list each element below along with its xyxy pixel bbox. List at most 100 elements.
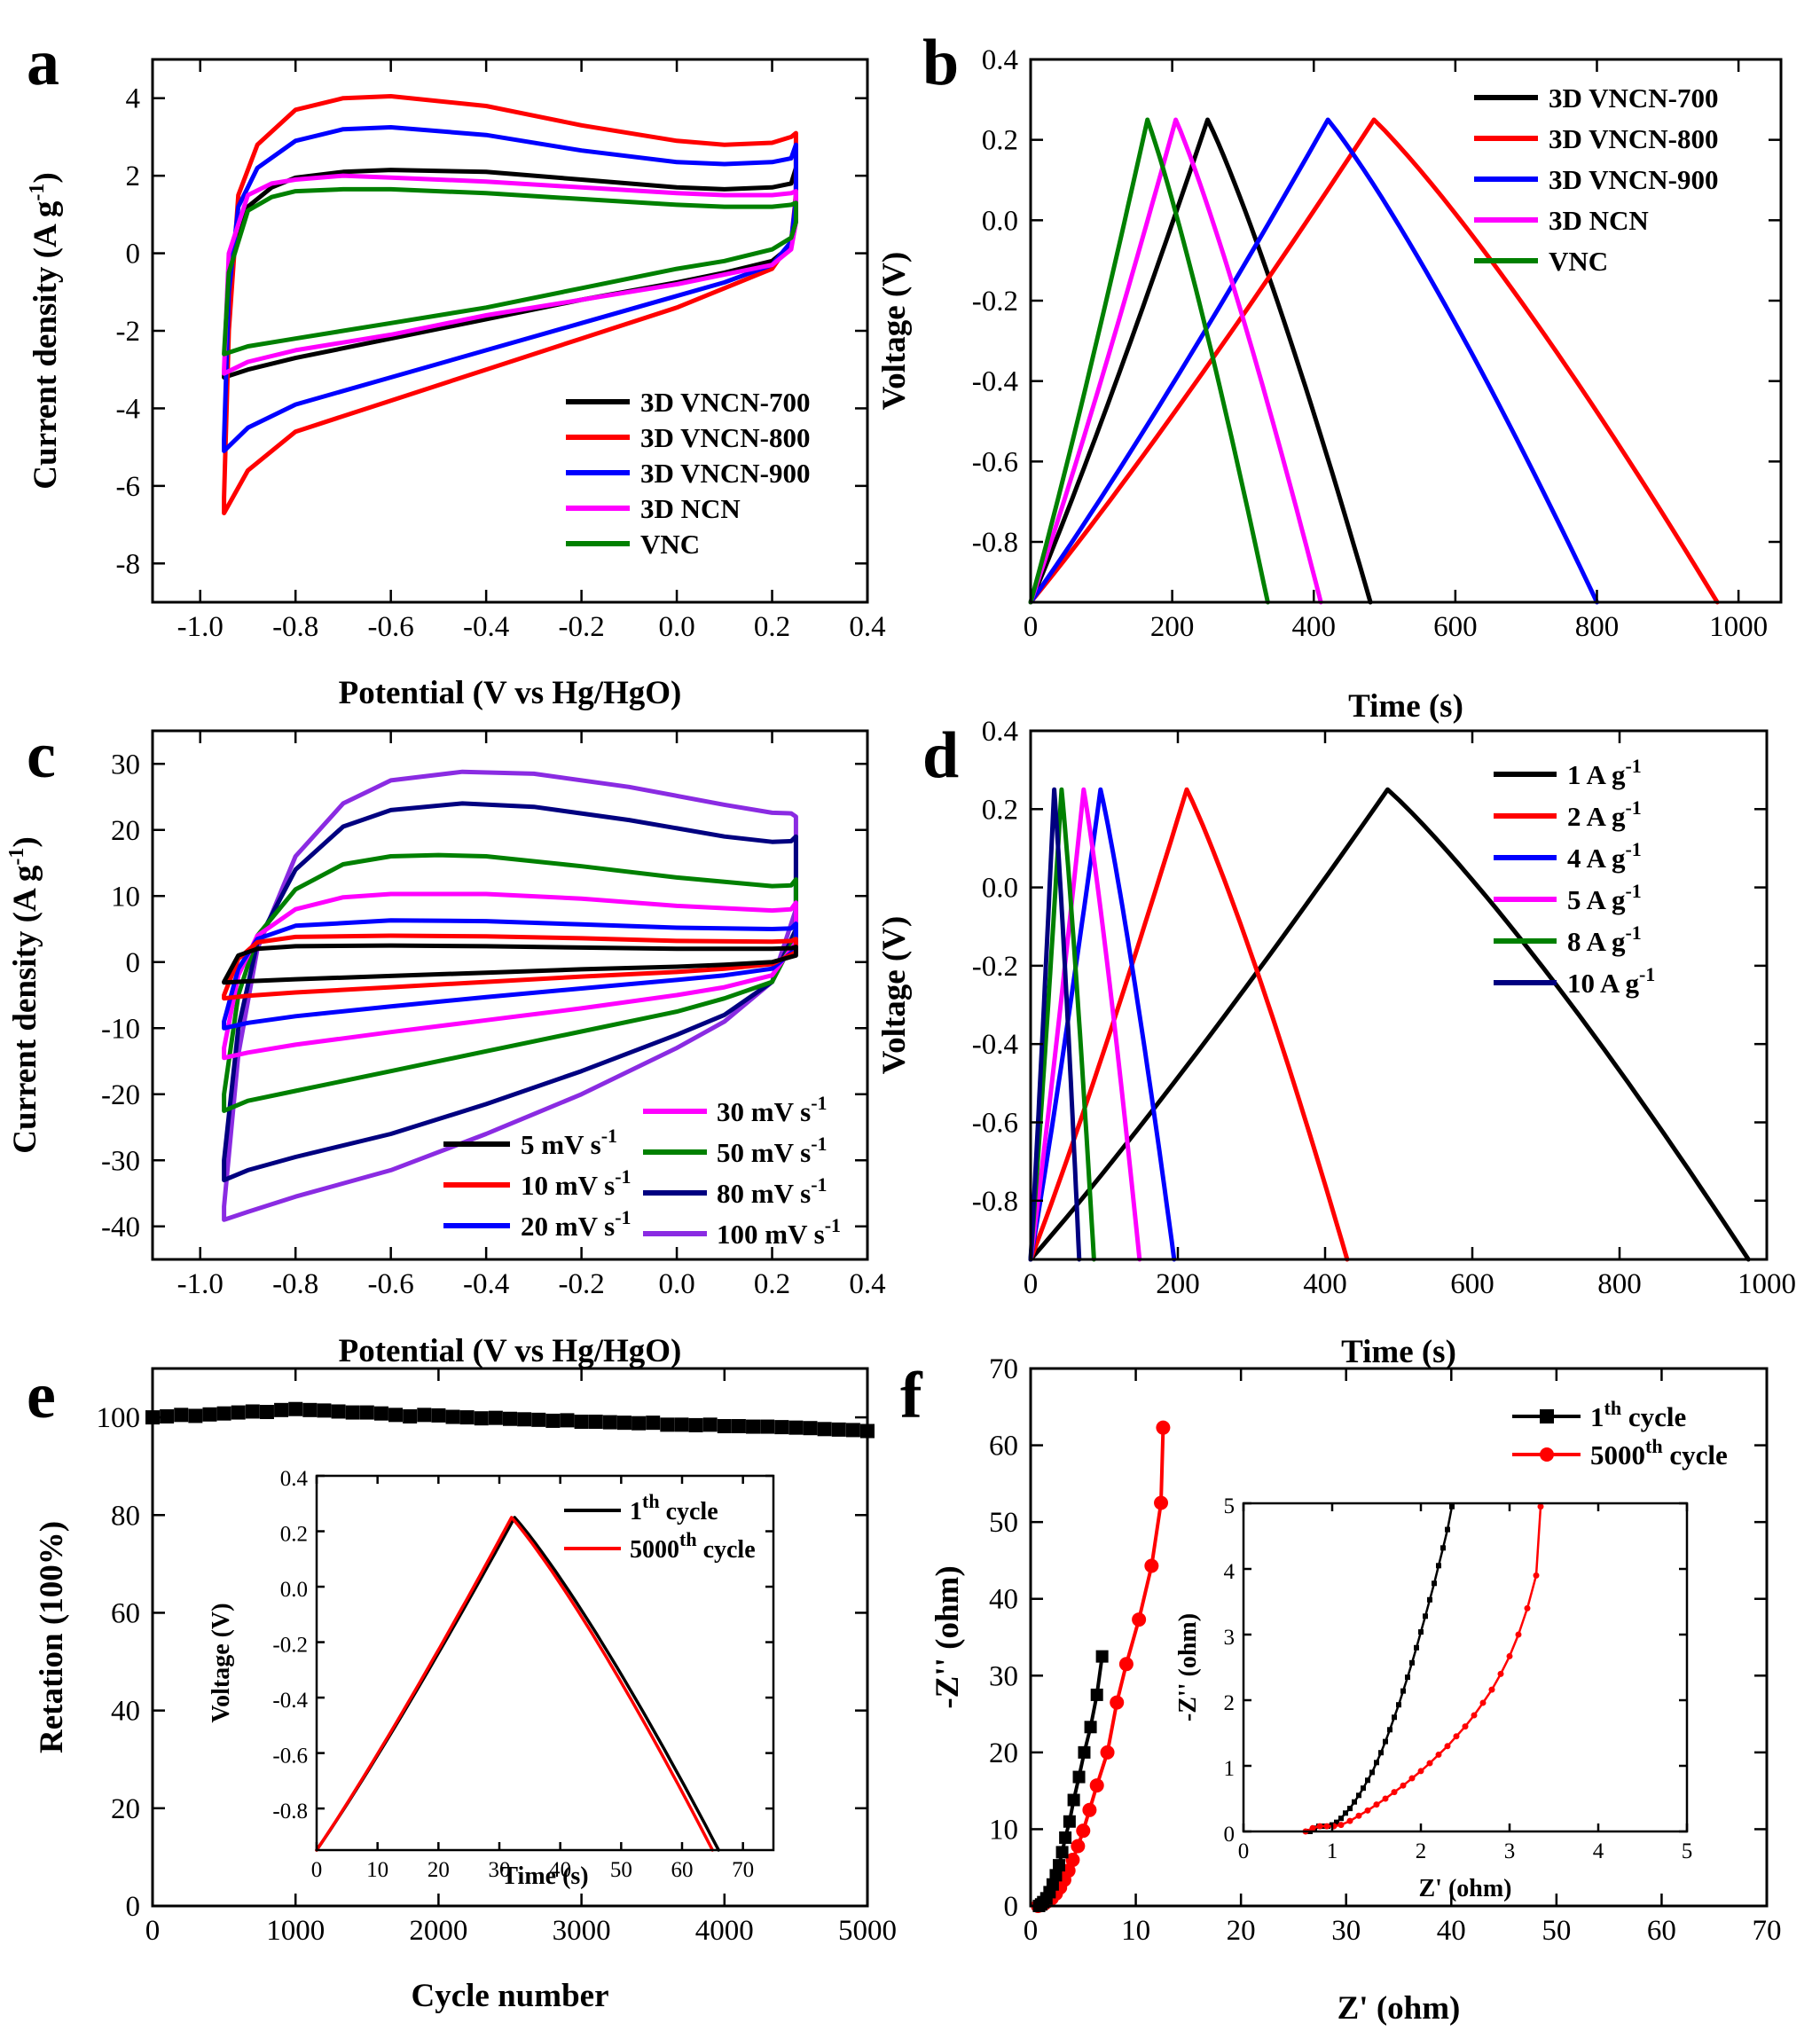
y-tick-label: 3 [1224, 1626, 1236, 1650]
cv-curve [222, 94, 798, 515]
legend-marker [1540, 1409, 1554, 1423]
nyquist-point [1090, 1688, 1103, 1701]
axes-frame [1029, 729, 1769, 1261]
legend-label: 2 A g-1 [1567, 796, 1642, 832]
x-tick-label: 1000 [1709, 611, 1768, 643]
nyquist-point [1378, 1750, 1384, 1756]
y-tick-label: -0.2 [972, 286, 1018, 318]
y-tick-label: -0.2 [272, 1634, 308, 1658]
nyquist-point [1154, 1495, 1169, 1510]
x-tick-label: 800 [1597, 1268, 1642, 1300]
nyquist-point [1426, 1760, 1433, 1767]
x-tick-label: 1 [1327, 1839, 1338, 1863]
legend-label: 3D NCN [640, 493, 741, 524]
retention-point [531, 1412, 546, 1427]
inset-y-axis-label: -Z'' (ohm) [1174, 1613, 1202, 1721]
nyquist-point [1346, 1817, 1353, 1824]
retention-point [760, 1419, 775, 1434]
inset-x-axis-label: Time (s) [501, 1863, 588, 1890]
nyquist-point [1436, 1563, 1441, 1569]
retention-point [288, 1401, 303, 1416]
y-tick-label: 50 [989, 1507, 1018, 1539]
nyquist-point [1432, 1580, 1437, 1587]
retention-point [517, 1412, 532, 1427]
x-tick-label: 400 [1291, 611, 1336, 643]
retention-point [259, 1405, 274, 1420]
legend-label: 3D VNCN-800 [1549, 123, 1718, 154]
inset-background [317, 1476, 773, 1850]
nyquist-point [1440, 1545, 1446, 1551]
legend-label: VNC [1549, 246, 1608, 277]
x-tick-label: 2 [1416, 1839, 1427, 1863]
x-tick-label: 600 [1450, 1268, 1494, 1300]
nyquist-point [1533, 1572, 1540, 1579]
x-tick-label: 30 [489, 1858, 511, 1882]
y-tick-label: 0.0 [982, 873, 1018, 905]
nyquist-point [1515, 1631, 1522, 1638]
x-tick-label: -0.8 [272, 1268, 318, 1300]
y-tick-label: 0.2 [982, 125, 1018, 157]
retention-point [746, 1419, 761, 1434]
nyquist-point [1392, 1714, 1397, 1721]
nyquist-point [1418, 1629, 1424, 1635]
y-tick-label: 100 [97, 1402, 141, 1434]
retention-point [788, 1420, 804, 1435]
nyquist-point [1387, 1727, 1392, 1733]
x-tick-label: -0.8 [272, 611, 318, 643]
y-tick-label: -6 [116, 471, 141, 503]
x-tick-label: 3 [1504, 1839, 1516, 1863]
y-tick-label: -0.4 [272, 1689, 308, 1713]
x-axis-label: Potential (V vs Hg/HgO) [339, 675, 682, 711]
cv-curve [222, 186, 798, 357]
axes-frame [1029, 1367, 1769, 1908]
nyquist-point [1352, 1799, 1357, 1805]
retention-point [216, 1406, 231, 1421]
gcd-curve [1028, 117, 1720, 605]
x-tick-label: 0.2 [754, 611, 790, 643]
nyquist-point [1356, 1792, 1361, 1799]
retention-point [488, 1410, 503, 1425]
retention-point [588, 1415, 603, 1430]
x-axis-label: Time (s) [1348, 688, 1463, 725]
retention-point [403, 1408, 418, 1423]
gcd-curve [1028, 787, 1096, 1262]
nyquist-point [1055, 1846, 1069, 1859]
legend-label: 50 mV s-1 [717, 1133, 828, 1168]
x-tick-label: 0.2 [754, 1268, 790, 1300]
y-tick-label: -0.6 [972, 446, 1018, 478]
retention-point [774, 1420, 789, 1435]
gcd-curve [1028, 787, 1751, 1262]
nyquist-point [1355, 1812, 1362, 1819]
legend-label: 10 A g-1 [1567, 963, 1655, 999]
x-tick-label: 60 [1647, 1915, 1676, 1947]
panel-e: e0 1000 2000 3000 4000 5000020406080100Cycle … [27, 1360, 897, 2014]
nyquist-point [1445, 1526, 1450, 1533]
y-axis-label: Retation (100%) [34, 1521, 70, 1753]
nyquist-point [1084, 1721, 1097, 1734]
x-tick-label: 1000 [266, 1915, 325, 1947]
inset-x-axis-label: Z' (ohm) [1419, 1875, 1512, 1902]
x-tick-label: 0.4 [849, 1268, 885, 1300]
x-tick-label: 800 [1575, 611, 1620, 643]
legend-label: 1th cycle [630, 1490, 718, 1525]
nyquist-point [1382, 1795, 1389, 1802]
nyquist-point [1343, 1810, 1348, 1816]
panel-letter: e [27, 1360, 56, 1432]
legend-label: 5000th cycle [1590, 1435, 1728, 1470]
nyquist-point [1497, 1670, 1504, 1677]
nyquist-point [1462, 1723, 1469, 1730]
x-tick-label: 0.0 [658, 1268, 694, 1300]
panel-a: a -1.0 -0.8 -0.6 -0.4 -0.2 0.0 0.2 0.4 -8 -6 -4 -2 0 2… [26, 27, 886, 711]
cv-curve [222, 801, 798, 1183]
retention-point [632, 1416, 647, 1431]
retention-point [717, 1419, 732, 1434]
retention-point [245, 1404, 260, 1419]
retention-point [160, 1408, 175, 1423]
gcd-curve [1028, 117, 1270, 605]
nyquist-point [1383, 1738, 1388, 1745]
y-tick-label: -0.4 [972, 1029, 1018, 1061]
nyquist-point [1076, 1823, 1091, 1839]
retention-point [574, 1415, 589, 1430]
axes-frame [1242, 1502, 1689, 1833]
